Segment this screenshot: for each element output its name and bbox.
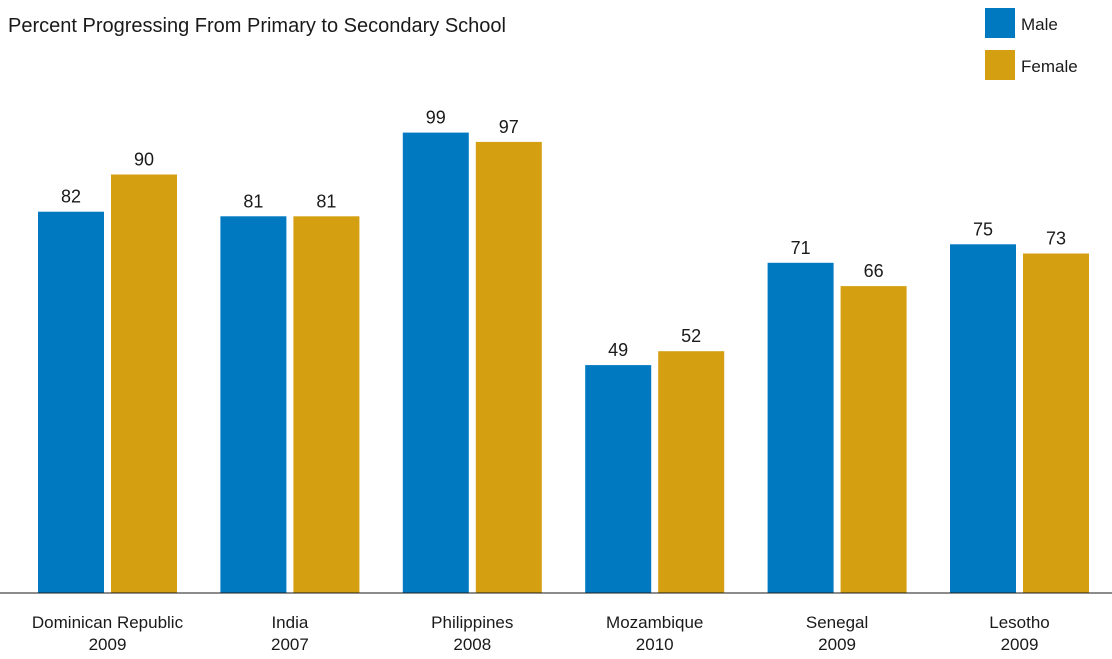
category-label-5-line-0: Lesotho — [989, 613, 1050, 632]
bar-female-4 — [840, 286, 907, 593]
value-label-female-0: 90 — [134, 150, 154, 170]
legend: Male Female — [985, 8, 1078, 80]
category-labels-group: Dominican Republic 2009 India 2007 Philippin… — [32, 613, 1050, 654]
value-label-male-4: 71 — [791, 238, 811, 258]
legend-label-male: Male — [1021, 15, 1058, 34]
category-label-4-line-0: Senegal — [806, 613, 868, 632]
bars-group — [38, 132, 1089, 594]
value-label-female-3: 52 — [681, 326, 701, 346]
value-label-male-3: 49 — [608, 340, 628, 360]
value-label-female-2: 97 — [499, 117, 519, 137]
category-label-1-line-0: India — [271, 613, 308, 632]
legend-swatch-female — [985, 50, 1015, 80]
legend-swatch-male — [985, 8, 1015, 38]
bar-male-5 — [950, 244, 1016, 594]
category-label-0-line-0: Dominican Republic — [32, 613, 184, 632]
chart-title: Percent Progressing From Primary to Seco… — [8, 15, 506, 37]
category-label-2-line-0: Philippines — [431, 613, 513, 632]
value-label-female-4: 66 — [864, 261, 884, 281]
value-label-female-1: 81 — [316, 191, 336, 211]
category-label-0-line-1: 2009 — [89, 635, 127, 654]
category-label-1-line-1: 2007 — [271, 635, 309, 654]
category-label-2-line-1: 2008 — [453, 635, 491, 654]
value-label-female-5: 73 — [1046, 229, 1066, 249]
bar-female-1 — [293, 216, 360, 594]
bar-male-4 — [767, 262, 834, 593]
bar-male-1 — [220, 216, 287, 594]
value-labels-group: 82 90 81 81 99 97 49 52 71 66 75 73 — [61, 108, 1066, 361]
bar-male-2 — [402, 132, 469, 593]
category-label-5-line-1: 2009 — [1001, 635, 1039, 654]
bar-male-3 — [585, 365, 652, 593]
value-label-male-0: 82 — [61, 187, 81, 207]
value-label-male-5: 75 — [973, 219, 993, 239]
bar-female-2 — [475, 141, 542, 593]
category-label-3-line-0: Mozambique — [606, 613, 703, 632]
value-label-male-2: 99 — [426, 108, 446, 128]
category-label-4-line-1: 2009 — [818, 635, 856, 654]
legend-label-female: Female — [1021, 57, 1078, 76]
bar-female-0 — [111, 174, 177, 593]
bar-female-3 — [658, 351, 725, 593]
category-label-3-line-1: 2010 — [636, 635, 674, 654]
bar-female-5 — [1023, 253, 1089, 593]
bar-male-0 — [38, 211, 104, 593]
value-label-male-1: 81 — [243, 191, 263, 211]
